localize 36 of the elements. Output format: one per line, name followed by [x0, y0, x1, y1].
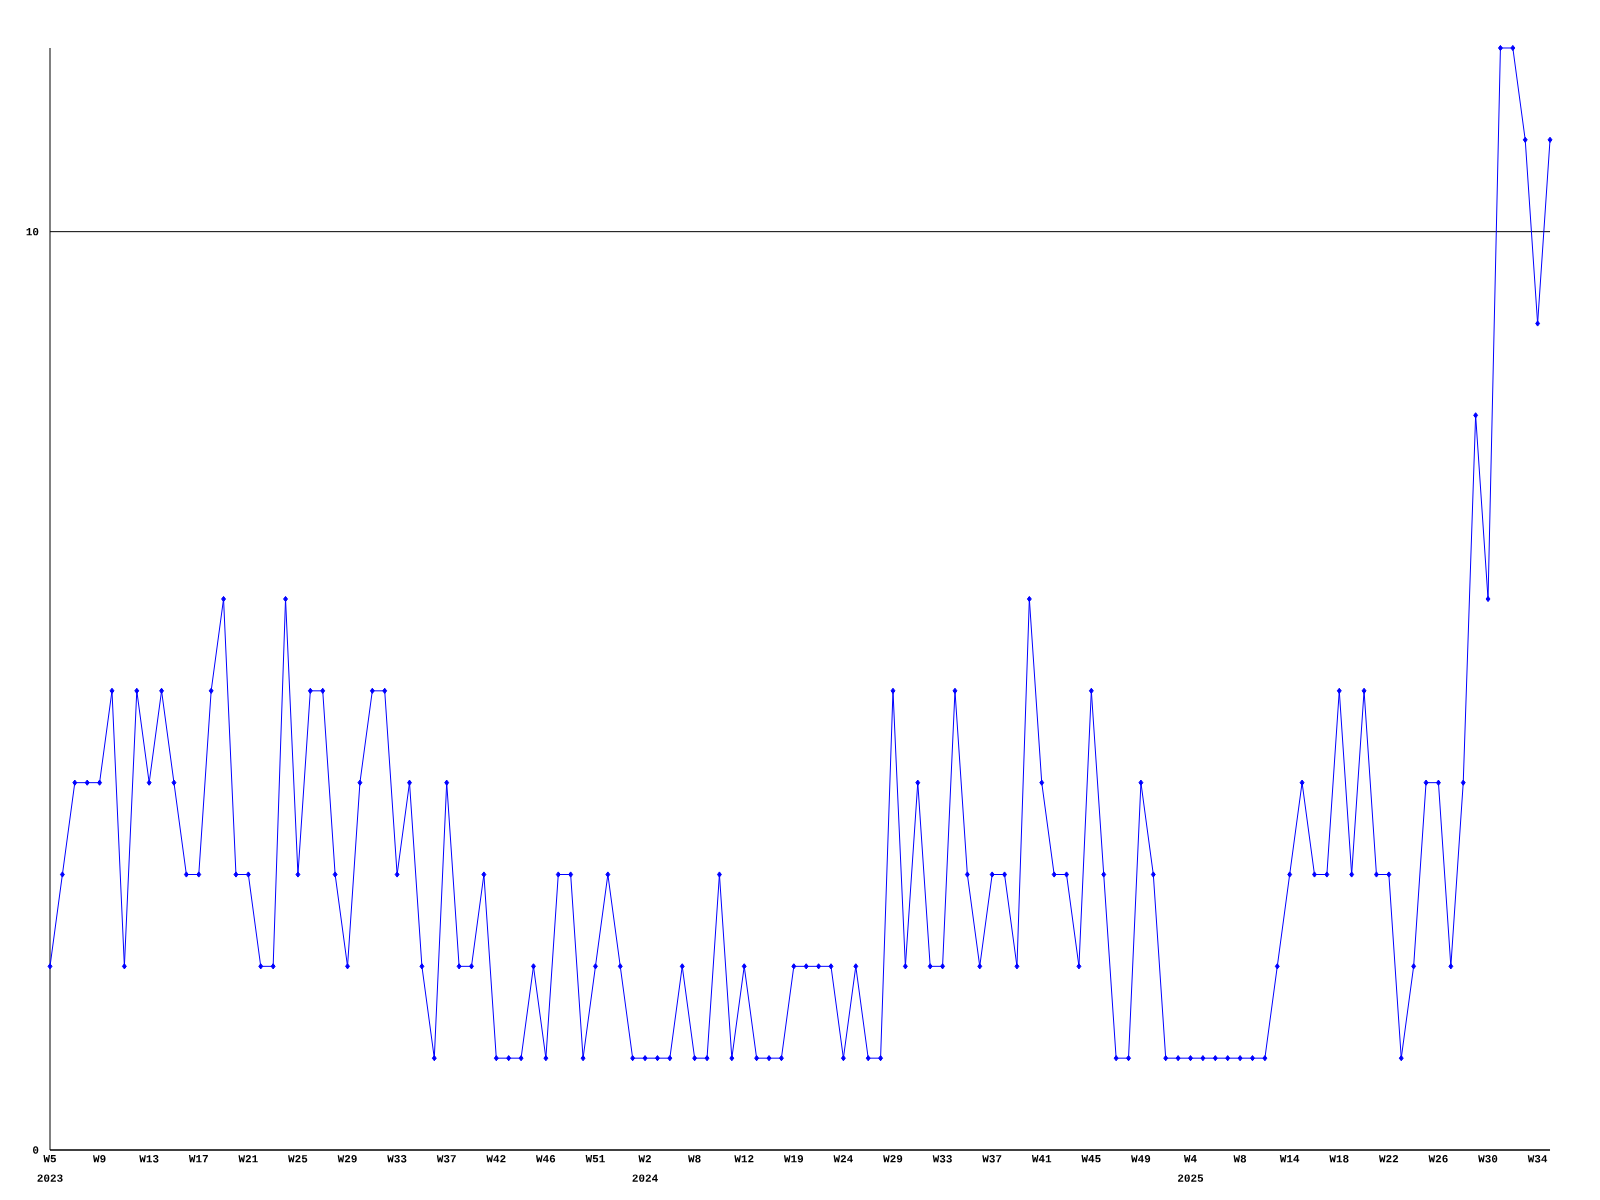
x-tick-label: W49: [1131, 1155, 1151, 1163]
text: 2023: [37, 1174, 63, 1182]
x-tick-label: W46: [536, 1155, 556, 1163]
x-tick-label: W41: [1031, 1155, 1052, 1163]
x-tick-label: W33: [932, 1155, 952, 1163]
x-tick-label: W29: [337, 1155, 357, 1163]
x-tick-label: W29: [883, 1155, 903, 1163]
x-tick-label: W18: [1329, 1155, 1349, 1163]
x-tick-label: W34: [1527, 1155, 1548, 1163]
x-tick-label: W37: [436, 1155, 456, 1163]
x-tick-label: W17: [188, 1155, 208, 1163]
x-tick-label: W19: [783, 1155, 804, 1163]
x-tick-label: W51: [585, 1155, 605, 1163]
x-tick-label: W22: [1378, 1155, 1399, 1163]
x-tick-label: W4: [1183, 1155, 1197, 1163]
x-tick-label: W33: [387, 1155, 407, 1163]
x-tick-label: W30: [1478, 1155, 1498, 1163]
x-tick-label: W24: [833, 1155, 853, 1163]
x-tick-label: W8: [1233, 1155, 1247, 1163]
x-tick-label: W45: [1081, 1155, 1101, 1163]
y-tick-label: 10: [26, 227, 39, 236]
text: 2025: [1178, 1174, 1204, 1182]
x-tick-label: W8: [688, 1155, 701, 1163]
x-tick-label: W14: [1279, 1155, 1300, 1163]
x-tick-label: W42: [486, 1155, 506, 1163]
x-tick-label: W25: [288, 1155, 308, 1163]
x-tick-label: W26: [1428, 1155, 1448, 1163]
x-tick-label: W37: [982, 1155, 1002, 1163]
x-tick-label: W2: [638, 1155, 651, 1163]
x-tick-label: W12: [734, 1155, 754, 1163]
x-tick-label: W9: [93, 1155, 106, 1163]
x-tick-label: W13: [139, 1155, 159, 1163]
text: 2024: [632, 1174, 658, 1182]
x-tick-label: W21: [238, 1155, 258, 1163]
y-tick-label: 0: [33, 1146, 39, 1154]
x-tick-label: W5: [43, 1155, 56, 1163]
